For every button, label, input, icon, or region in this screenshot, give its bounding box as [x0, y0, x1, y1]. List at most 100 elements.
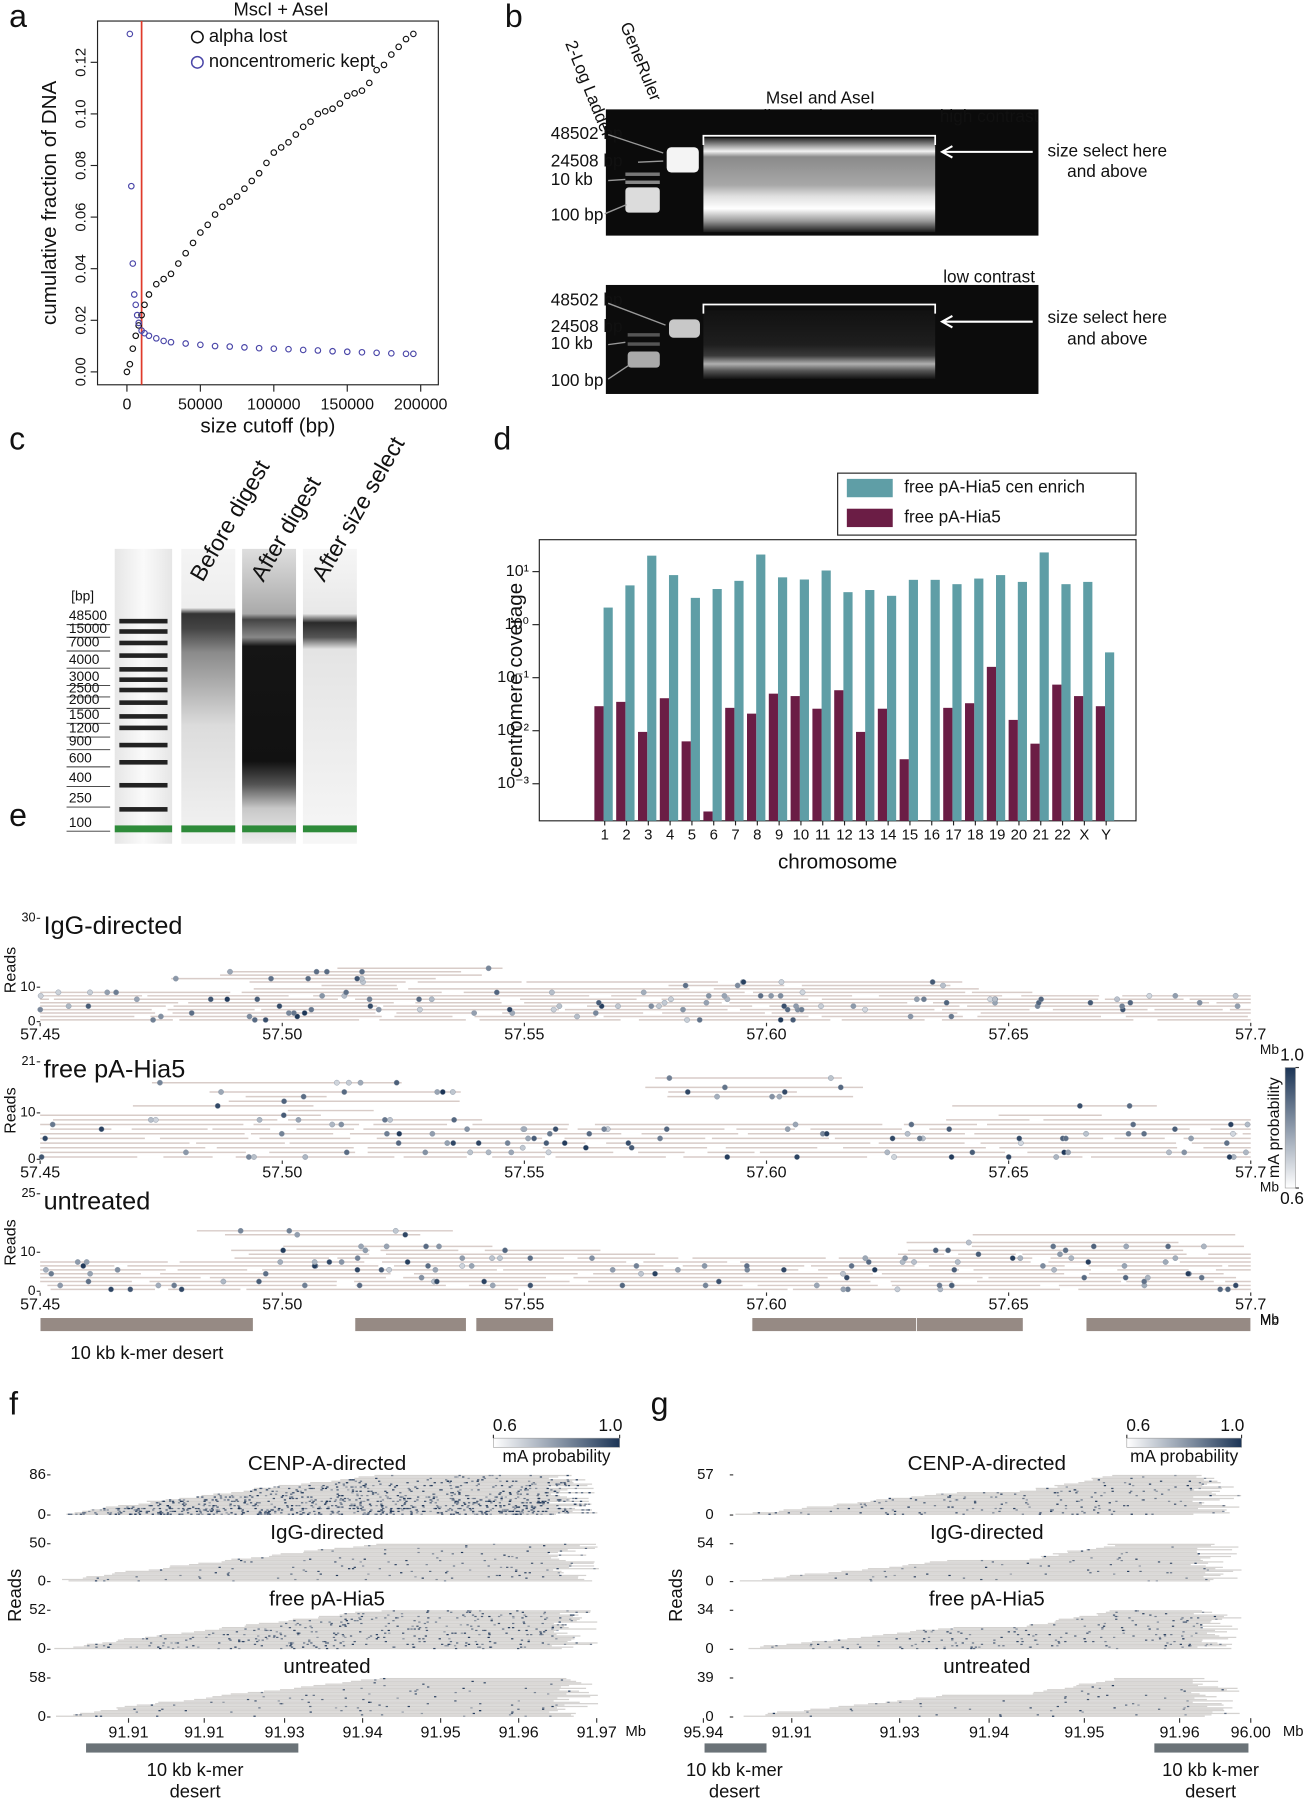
methylation-call	[345, 1620, 348, 1622]
y-axis-label: centromere coverage	[504, 583, 527, 778]
methylation-call	[507, 1555, 511, 1558]
methylation-call	[1080, 1618, 1084, 1620]
methylation-call	[584, 1503, 587, 1505]
methylation-call	[79, 1714, 82, 1716]
methylation-call	[82, 1513, 85, 1515]
point	[336, 100, 344, 107]
methylation-call	[477, 1479, 480, 1481]
methylation-call	[206, 1510, 209, 1513]
read	[196, 1496, 567, 1498]
methylation-call	[336, 1632, 340, 1634]
methylation-call	[368, 1503, 372, 1505]
methylation-call	[383, 1553, 387, 1555]
methylation-call	[527, 1480, 531, 1482]
read	[1084, 1480, 1218, 1482]
methylation-call	[380, 1505, 384, 1507]
point	[197, 229, 204, 236]
y-axis-label: Reads	[2, 1219, 20, 1265]
methylation-call	[589, 1643, 593, 1645]
x-tick-label: 9	[775, 828, 783, 844]
methylation-call	[385, 1506, 388, 1508]
methylation-call	[1029, 1646, 1032, 1648]
methylation-call	[117, 1507, 120, 1510]
methylation-call	[520, 1510, 524, 1513]
methylation-call	[440, 1512, 443, 1514]
methylation-call	[1077, 1500, 1081, 1502]
methylation-call	[1212, 1512, 1215, 1514]
methylation-call	[305, 1694, 308, 1696]
methylation-call	[291, 1642, 295, 1644]
methylation-call	[850, 1003, 857, 1010]
methylation-call	[927, 1636, 931, 1639]
methylation-call	[494, 1642, 497, 1644]
methylation-call	[514, 1513, 518, 1515]
methylation-call	[1005, 1154, 1012, 1160]
y-tick-label: 54	[697, 1536, 714, 1552]
bar	[725, 707, 735, 821]
methylation-call	[1065, 1149, 1072, 1156]
methylation-call	[505, 1480, 509, 1482]
methylation-call	[378, 1510, 381, 1513]
methylation-call	[916, 1135, 923, 1142]
methylation-call	[828, 1646, 831, 1648]
track-name: untreated	[44, 1188, 151, 1216]
methylation-call	[361, 1506, 364, 1508]
point	[135, 322, 142, 329]
y-tick-label: 0	[28, 1283, 36, 1298]
methylation-call	[145, 1638, 149, 1640]
point	[380, 61, 388, 69]
methylation-call	[1164, 1613, 1168, 1615]
methylation-call	[1040, 1263, 1046, 1269]
methylation-call	[80, 1263, 87, 1269]
x-tick-label: 13	[858, 828, 875, 844]
methylation-call	[563, 1482, 566, 1484]
methylation-call	[1002, 1645, 1005, 1647]
methylation-call	[389, 1510, 393, 1513]
methylation-call	[390, 1483, 393, 1485]
methylation-call	[198, 1509, 201, 1511]
methylation-call	[926, 1573, 929, 1575]
x-tick-label: 95.94	[683, 1723, 723, 1741]
methylation-call	[1056, 1492, 1059, 1494]
methylation-call	[340, 1503, 343, 1505]
methylation-call	[781, 1266, 787, 1273]
methylation-call	[396, 1697, 399, 1699]
methylation-call	[458, 1493, 461, 1495]
methylation-call	[541, 1576, 545, 1578]
methylation-call	[1184, 1714, 1187, 1716]
methylation-call	[546, 1507, 549, 1510]
methylation-call	[318, 1506, 321, 1508]
read	[73, 1646, 574, 1648]
bar	[1061, 584, 1071, 821]
x-tick-label: 200000	[394, 396, 448, 414]
methylation-call	[485, 1510, 488, 1513]
methylation-call	[326, 1507, 329, 1510]
gel-smear	[703, 310, 936, 380]
methylation-call	[489, 1500, 492, 1502]
methylation-call	[1053, 1492, 1057, 1494]
methylation-call	[439, 1506, 442, 1508]
methylation-call	[212, 1632, 215, 1634]
methylation-call	[1016, 1640, 1019, 1643]
methylation-call	[293, 1647, 296, 1650]
read	[752, 1512, 1230, 1514]
methylation-call	[638, 1270, 644, 1277]
methylation-call	[243, 1496, 247, 1498]
methylation-call	[386, 1496, 389, 1498]
read	[1107, 1543, 1215, 1545]
methylation-call	[564, 1512, 567, 1514]
methylation-call	[256, 1505, 259, 1507]
methylation-call	[336, 1512, 339, 1514]
methylation-call	[366, 1513, 370, 1515]
y-tick-label: 0	[38, 1641, 46, 1657]
methylation-call	[1181, 1149, 1188, 1156]
methylation-call	[512, 1615, 515, 1618]
x-axis-label: size cutoff (bp)	[200, 415, 335, 438]
methylation-call	[327, 1507, 330, 1510]
read	[1058, 1554, 1199, 1556]
legend-swatch	[846, 508, 893, 528]
methylation-call	[544, 1500, 547, 1502]
methylation-call	[519, 1643, 522, 1645]
methylation-call	[500, 1512, 503, 1514]
methylation-call	[510, 1704, 514, 1706]
